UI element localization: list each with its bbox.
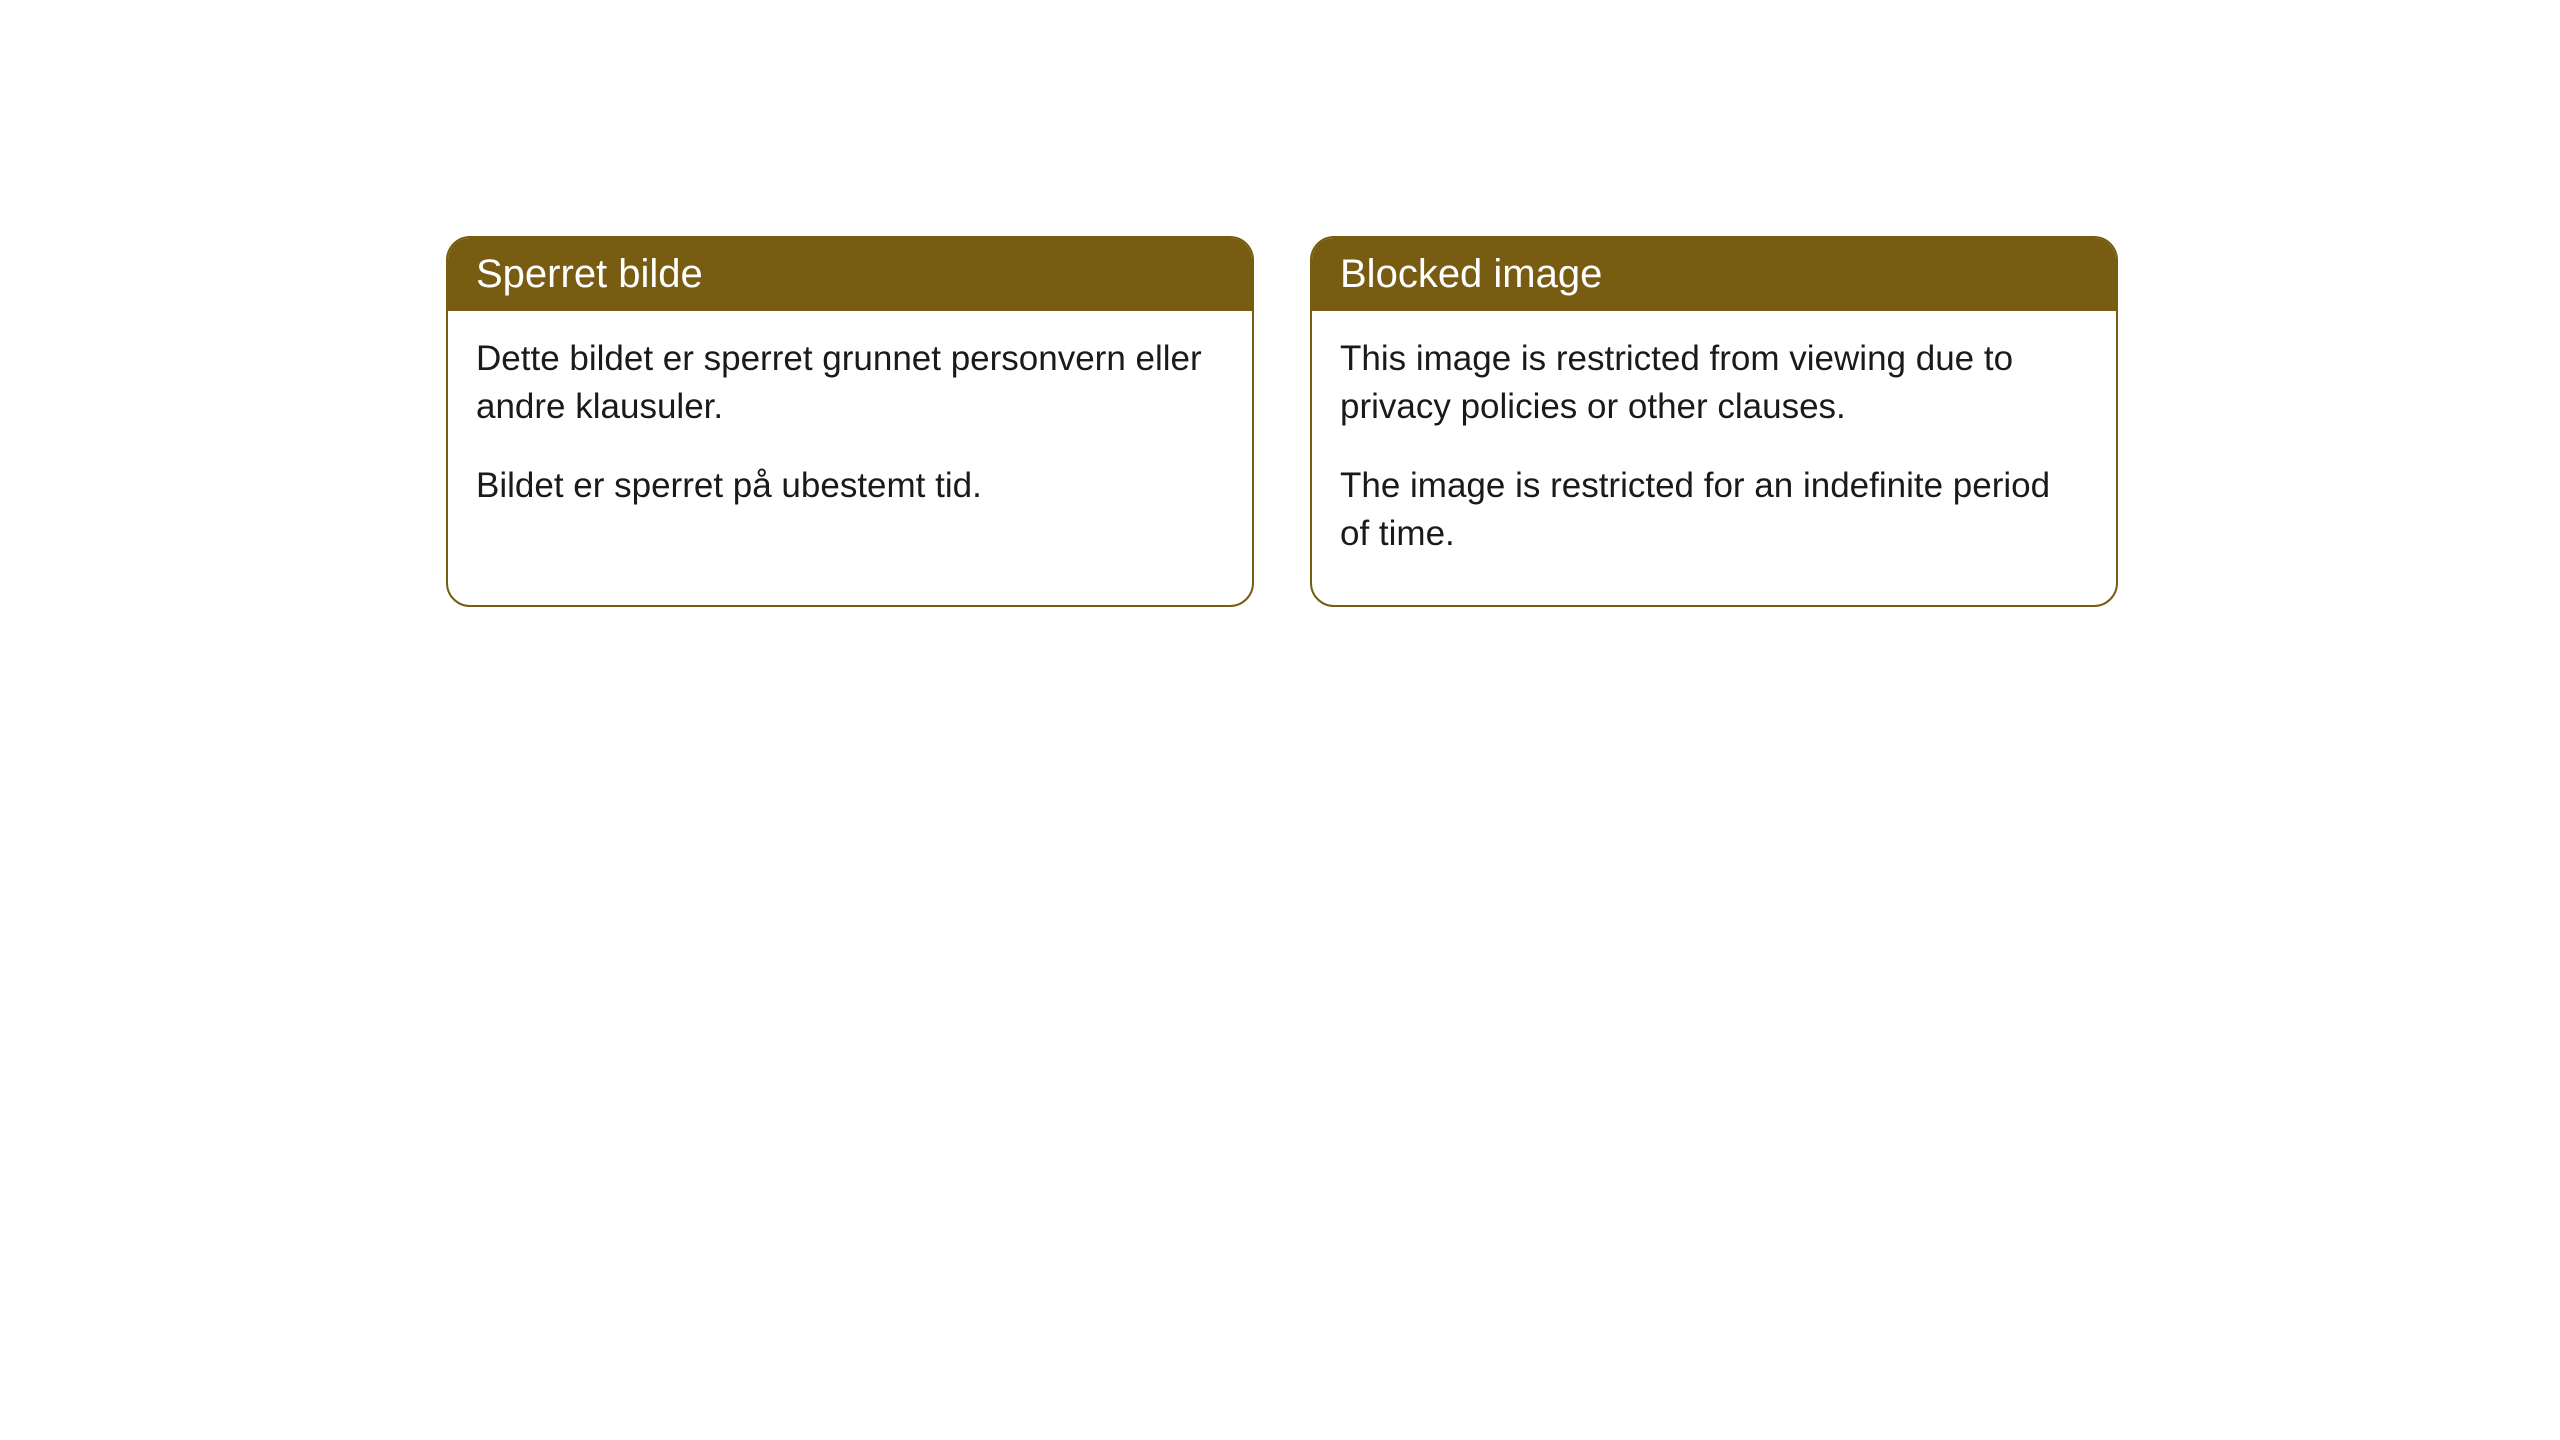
card-body-en: This image is restricted from viewing du… — [1312, 311, 2116, 605]
card-paragraph-no-2: Bildet er sperret på ubestemt tid. — [476, 462, 1224, 510]
card-header-no: Sperret bilde — [448, 238, 1252, 311]
card-title-en: Blocked image — [1340, 252, 1602, 296]
card-container: Sperret bilde Dette bildet er sperret gr… — [446, 236, 2118, 607]
card-paragraph-no-1: Dette bildet er sperret grunnet personve… — [476, 335, 1224, 430]
card-paragraph-en-2: The image is restricted for an indefinit… — [1340, 462, 2088, 557]
blocked-image-card-no: Sperret bilde Dette bildet er sperret gr… — [446, 236, 1254, 607]
card-paragraph-en-1: This image is restricted from viewing du… — [1340, 335, 2088, 430]
blocked-image-card-en: Blocked image This image is restricted f… — [1310, 236, 2118, 607]
card-body-no: Dette bildet er sperret grunnet personve… — [448, 311, 1252, 558]
card-header-en: Blocked image — [1312, 238, 2116, 311]
card-title-no: Sperret bilde — [476, 252, 703, 296]
